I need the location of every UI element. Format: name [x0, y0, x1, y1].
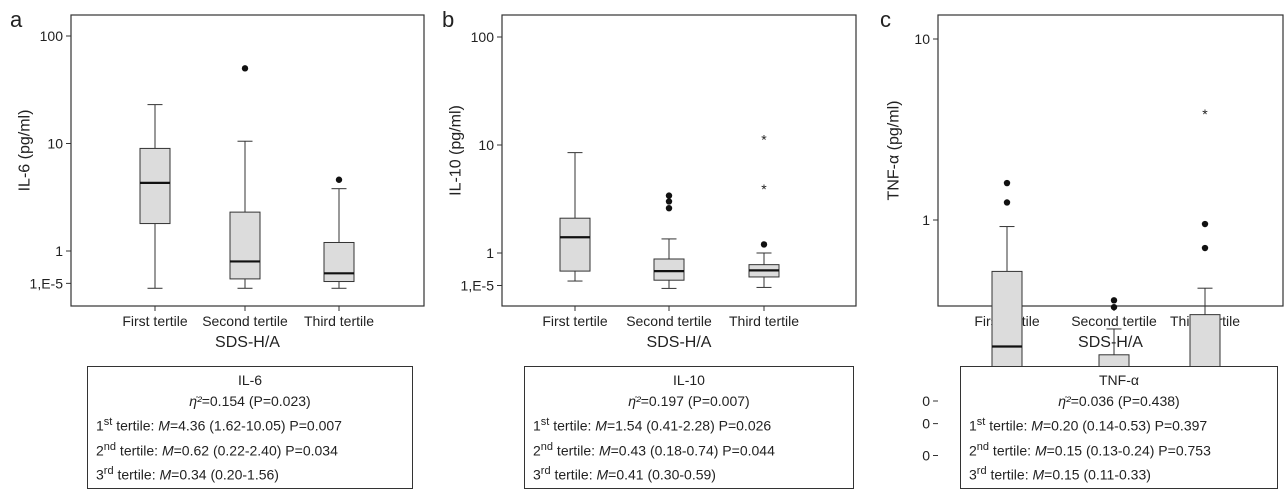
stats-eta-value: =0.154 (P=0.023) — [201, 393, 311, 409]
plot-frame — [70, 14, 425, 307]
chart-panel-a: a IL-6 (pg/ml) 100 10 1 1,E-5 First tertile Sec… — [10, 7, 425, 351]
y-tick-label: 10 — [47, 135, 63, 151]
stats-row-first: 1st tertile: M=4.36 (1.62-10.05) P=0.007 — [96, 416, 342, 434]
outlier-point — [1110, 297, 1118, 304]
box-iqr — [323, 241, 355, 283]
panel-label: a — [10, 7, 23, 32]
chart-panel-b: b IL-10 (pg/ml) 100 10 1 1,E-5 First tertile Se… — [442, 7, 857, 351]
outlier-point — [1003, 199, 1011, 206]
y-axis-label: IL-6 (pg/ml) — [17, 110, 34, 192]
y-tick-label: 0 — [922, 393, 930, 409]
stats-row-third: 3rd tertile: M=0.15 (0.11-0.33) — [969, 465, 1151, 483]
stats-box-il10: IL-10 η̇²=0.197 (P=0.007) 1st tertile: M… — [524, 366, 854, 489]
eta-symbol: η̇² — [628, 393, 641, 409]
outlier-point — [1110, 303, 1118, 311]
x-tick-label: Second tertile — [202, 313, 288, 329]
extreme-point: * — [761, 131, 767, 147]
outlier-point — [335, 176, 343, 183]
y-axis-label: IL-10 (pg/ml) — [448, 105, 465, 196]
outlier-point — [665, 204, 673, 212]
y-tick-label: 100 — [40, 28, 64, 44]
stats-box-tnf: TNF-α η̇²=0.036 (P=0.438) 1st tertile: M… — [960, 366, 1278, 489]
outlier-point — [241, 65, 249, 72]
x-tick-label: First tertile — [542, 313, 608, 329]
box-iqr — [653, 258, 685, 281]
x-tick-label: First tertile — [122, 313, 188, 329]
extreme-point: * — [761, 181, 767, 197]
panel-label: b — [442, 7, 454, 32]
box-iqr — [559, 217, 591, 272]
y-tick-label: 1 — [55, 243, 63, 259]
x-tick-label: Third tertile — [304, 313, 374, 329]
stats-eta: η̇²=0.154 (P=0.023) — [96, 391, 404, 412]
stats-row-second: 2nd tertile: M=0.15 (0.13-0.24) P=0.753 — [969, 440, 1211, 459]
box-iqr — [991, 270, 1023, 376]
stats-eta: η̇²=0.036 (P=0.438) — [969, 391, 1269, 412]
stats-title: IL-10 — [673, 372, 705, 388]
stats-title: TNF-α — [1099, 372, 1139, 388]
panel-label: c — [880, 7, 891, 32]
outlier-point — [1201, 220, 1209, 228]
y-tick-label: 0 — [922, 447, 930, 463]
outlier-point — [665, 198, 673, 205]
y-tick-label: 1 — [922, 212, 930, 228]
x-tick-label: Second tertile — [1071, 313, 1157, 329]
x-tick-label: Second tertile — [626, 313, 712, 329]
plot-frame — [937, 14, 1284, 307]
x-axis-label: SDS-H/A — [1078, 334, 1143, 351]
stats-row-third: 3rd tertile: M=0.34 (0.20-1.56) — [96, 465, 279, 483]
eta-symbol: η̇² — [189, 393, 202, 409]
outlier-point — [665, 192, 673, 199]
y-axis-label: TNF-α (pg/ml) — [886, 101, 903, 201]
outlier-point — [1201, 244, 1209, 252]
y-tick-label: 1,E-5 — [30, 275, 64, 291]
stats-row-first: 1st tertile: M=0.20 (0.14-0.53) P=0.397 — [969, 416, 1208, 434]
y-tick-label: 10 — [478, 137, 494, 153]
outlier-point — [760, 241, 768, 248]
box-iqr — [229, 211, 261, 280]
x-axis-label: SDS-H/A — [215, 334, 280, 351]
stats-row-second: 2nd tertile: M=0.62 (0.22-2.40) P=0.034 — [96, 440, 338, 459]
eta-symbol: η̇² — [1058, 393, 1071, 409]
stats-eta-value: =0.197 (P=0.007) — [640, 393, 750, 409]
x-axis-label: SDS-H/A — [647, 334, 712, 351]
y-tick-label: 10 — [914, 31, 930, 47]
outlier-point — [1003, 179, 1011, 187]
y-tick-label: 0 — [922, 416, 930, 432]
stats-row-first: 1st tertile: M=1.54 (0.41-2.28) P=0.026 — [533, 416, 772, 434]
box-iqr — [139, 147, 171, 225]
stats-eta-value: =0.036 (P=0.438) — [1070, 393, 1180, 409]
stats-title: IL-6 — [237, 372, 263, 388]
plot-frame — [501, 14, 857, 307]
y-tick-label: 1,E-5 — [461, 277, 495, 293]
x-tick-label: Third tertile — [729, 313, 799, 329]
stats-row-second: 2nd tertile: M=0.43 (0.18-0.74) P=0.044 — [533, 440, 775, 459]
extreme-point: * — [1202, 106, 1208, 122]
y-tick-label: 100 — [471, 29, 495, 45]
stats-box-il6: IL-6 η̇²=0.154 (P=0.023) 1st tertile: M=… — [87, 366, 413, 489]
stats-eta: η̇²=0.197 (P=0.007) — [533, 391, 845, 412]
y-tick-label: 1 — [486, 245, 494, 261]
stats-row-third: 3rd tertile: M=0.41 (0.30-0.59) — [533, 465, 716, 483]
